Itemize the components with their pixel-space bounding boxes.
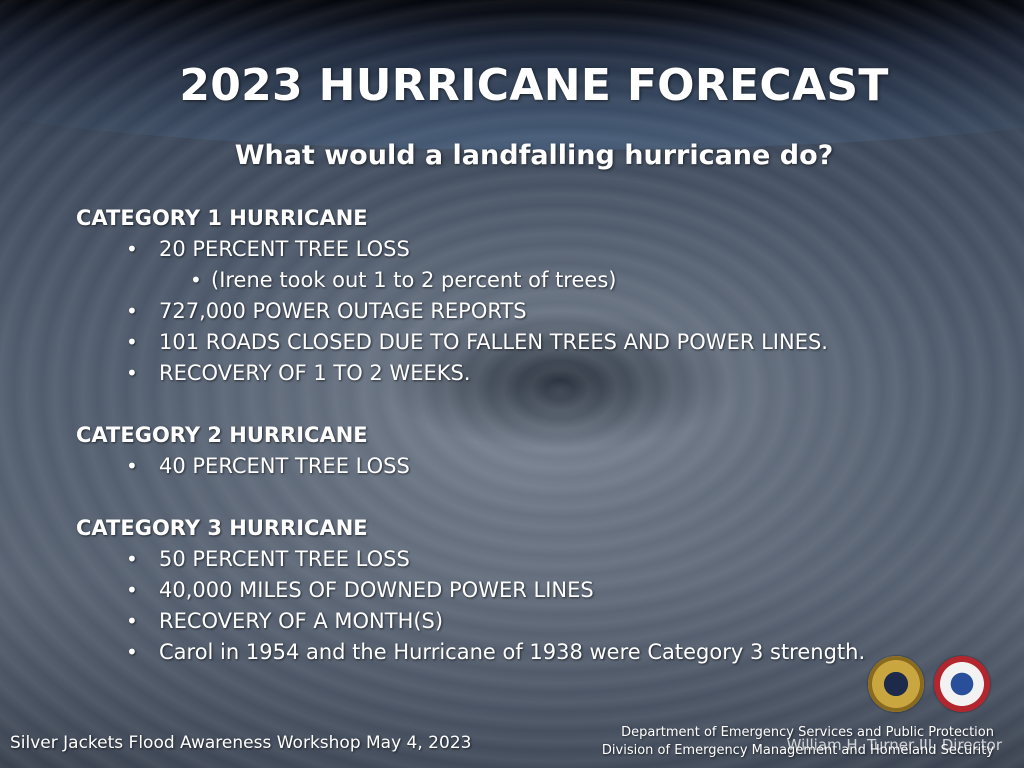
footer-event: Silver Jackets Flood Awareness Workshop … — [10, 733, 472, 753]
category-2-list: 40 PERCENT TREE LOSS — [76, 451, 996, 482]
category-2-block: CATEGORY 2 HURRICANE 40 PERCENT TREE LOS… — [76, 420, 996, 482]
list-item: RECOVERY OF 1 TO 2 WEEKS. — [76, 358, 996, 389]
gold-seal-icon — [868, 656, 924, 712]
category-3-block: CATEGORY 3 HURRICANE 50 PERCENT TREE LOS… — [76, 513, 996, 668]
red-seal-icon — [934, 656, 990, 712]
category-1-list: 20 PERCENT TREE LOSS (Irene took out 1 t… — [76, 234, 996, 389]
list-item: 50 PERCENT TREE LOSS — [76, 544, 996, 575]
list-item: Carol in 1954 and the Hurricane of 1938 … — [76, 637, 996, 668]
slide-content: CATEGORY 1 HURRICANE 20 PERCENT TREE LOS… — [76, 203, 996, 699]
list-item: 40,000 MILES OF DOWNED POWER LINES — [76, 575, 996, 606]
list-item: RECOVERY OF A MONTH(S) — [76, 606, 996, 637]
category-1-block: CATEGORY 1 HURRICANE 20 PERCENT TREE LOS… — [76, 203, 996, 389]
list-item: 727,000 POWER OUTAGE REPORTS — [76, 296, 996, 327]
agency-seals — [868, 656, 992, 712]
slide-title: 2023 HURRICANE FORECAST — [179, 60, 889, 111]
list-item: 40 PERCENT TREE LOSS — [76, 451, 996, 482]
department-line-1: Department of Emergency Services and Pub… — [621, 725, 994, 740]
category-2-heading: CATEGORY 2 HURRICANE — [76, 423, 368, 447]
department-line-2: Division of Emergency Management and Hom… — [601, 743, 994, 758]
category-1-heading: CATEGORY 1 HURRICANE — [76, 206, 368, 230]
list-item: 20 PERCENT TREE LOSS — [76, 234, 996, 265]
footer-director: William H. Turner III, Director — [786, 736, 1002, 754]
list-item: (Irene took out 1 to 2 percent of trees) — [76, 265, 996, 296]
category-3-heading: CATEGORY 3 HURRICANE — [76, 516, 368, 540]
list-item: 101 ROADS CLOSED DUE TO FALLEN TREES AND… — [76, 327, 996, 358]
slide-subtitle: What would a landfalling hurricane do? — [234, 140, 834, 171]
footer-department: Department of Emergency Services and Pub… — [602, 724, 994, 760]
category-3-list: 50 PERCENT TREE LOSS 40,000 MILES OF DOW… — [76, 544, 996, 668]
